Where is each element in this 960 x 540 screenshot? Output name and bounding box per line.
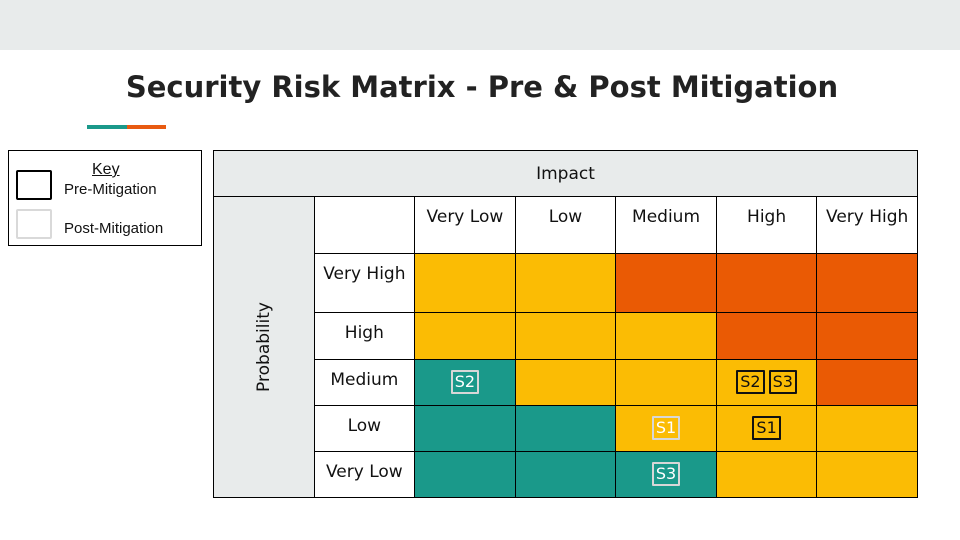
impact-level-very-low: Very Low (414, 196, 516, 255)
probability-level-label: Low (313, 404, 416, 452)
probability-level-label: High (313, 312, 416, 360)
risk-cell (514, 450, 617, 499)
risk-cell (816, 450, 918, 499)
pre-mitigation-marker: S1 (752, 416, 781, 441)
risk-cell: S3 (615, 450, 717, 499)
title-accent-teal (87, 125, 127, 129)
risk-cell (816, 404, 918, 452)
risk-cell: S2 (414, 358, 516, 406)
pre-mitigation-marker: S3 (768, 370, 797, 395)
post-mitigation-swatch (16, 209, 52, 239)
risk-cell (514, 312, 617, 360)
risk-cell (414, 253, 516, 314)
risk-cell: S2 S3 (715, 358, 818, 406)
impact-level-very-high: Very High (816, 196, 918, 255)
risk-cell (715, 450, 818, 499)
risk-cell: S1 (715, 404, 818, 452)
probability-level-label: Very High (313, 253, 416, 314)
impact-header: Impact (213, 149, 918, 198)
title-accent-orange (127, 125, 166, 129)
risk-cell (514, 253, 617, 314)
risk-cell (615, 312, 717, 360)
pre-mitigation-swatch (16, 170, 52, 200)
post-mitigation-label: Post-Mitigation (64, 220, 164, 237)
risk-cell (715, 312, 818, 360)
probability-level-label: Medium (313, 358, 416, 406)
page-title: Security Risk Matrix - Pre & Post Mitiga… (125, 70, 839, 104)
top-banner (0, 0, 960, 50)
risk-cell (414, 312, 516, 360)
risk-cell (514, 404, 617, 452)
impact-level-low: Low (514, 196, 617, 255)
risk-cell (414, 450, 516, 499)
risk-cell (514, 358, 617, 406)
post-mitigation-marker: S1 (651, 416, 681, 441)
matrix-row: Medium S2 S2 S3 (214, 358, 918, 406)
post-mitigation-marker: S3 (651, 462, 681, 487)
risk-cell (414, 404, 516, 452)
risk-cell (615, 358, 717, 406)
risk-cell: S1 (615, 404, 717, 452)
risk-cell (816, 253, 918, 314)
matrix-row: Very Low S3 (214, 450, 918, 499)
risk-cell (715, 253, 818, 314)
impact-level-high: High (715, 196, 818, 255)
post-mitigation-marker: S2 (450, 370, 480, 395)
impact-level-medium: Medium (615, 196, 717, 255)
risk-matrix: Impact Probability Very Low Low Medium H… (213, 149, 918, 499)
matrix-row: High (214, 312, 918, 360)
probability-label: Probability (254, 302, 274, 392)
risk-cell (615, 253, 717, 314)
matrix-row: Low S1 S1 (214, 404, 918, 452)
corner-cell (313, 196, 416, 255)
risk-cell (816, 312, 918, 360)
matrix-row: Very High (214, 253, 918, 314)
probability-level-label: Very Low (313, 450, 416, 499)
probability-header: Probability (213, 196, 315, 498)
key-title: Key (92, 161, 120, 178)
pre-mitigation-label: Pre-Mitigation (64, 181, 157, 198)
pre-mitigation-marker: S2 (736, 370, 765, 395)
risk-cell (816, 358, 918, 406)
legend-key: Key Pre-Mitigation Post-Mitigation (8, 150, 202, 246)
